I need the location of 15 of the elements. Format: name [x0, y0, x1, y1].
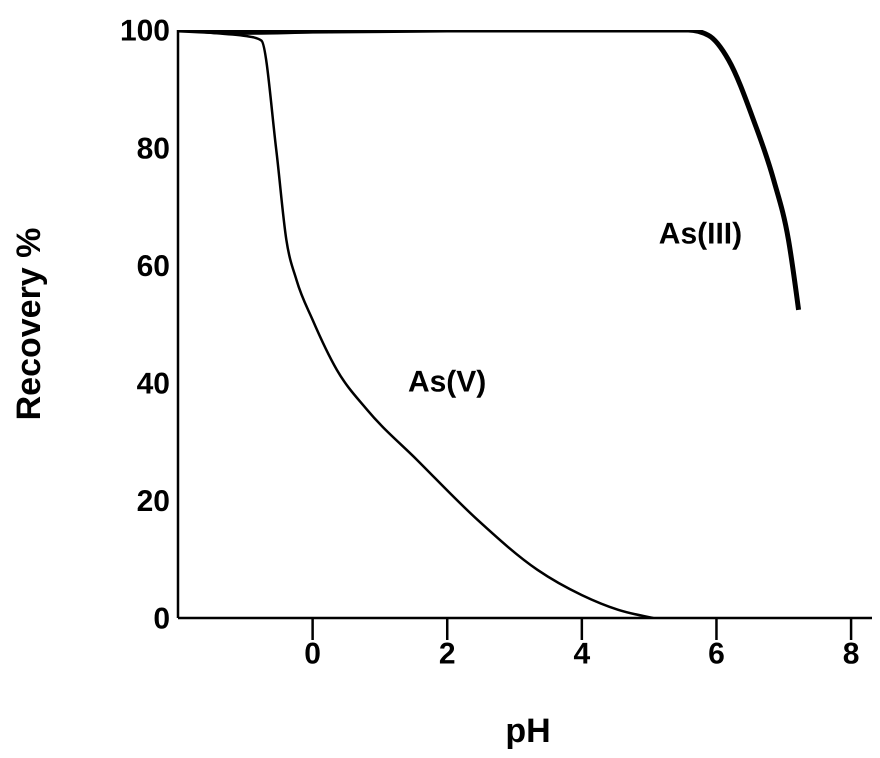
- y-tick-label: 0: [153, 602, 170, 636]
- series-label: As(V): [408, 365, 486, 398]
- y-tick-label: 100: [120, 14, 170, 48]
- y-axis-title: Recovery %: [10, 228, 48, 420]
- x-tick-label: 6: [708, 637, 725, 670]
- y-tick-label: 80: [136, 132, 170, 166]
- x-tick-label: 4: [574, 637, 590, 670]
- x-tick-label: 0: [304, 637, 321, 670]
- x-axis-title: pH: [505, 712, 551, 750]
- y-tick-label: 60: [136, 250, 170, 283]
- y-tick-label: 40: [136, 367, 170, 400]
- x-tick-label: 2: [438, 637, 456, 670]
- y-tick-label: 20: [136, 485, 170, 518]
- x-tick-label: 8: [842, 637, 860, 670]
- series-label: As(III): [658, 217, 742, 250]
